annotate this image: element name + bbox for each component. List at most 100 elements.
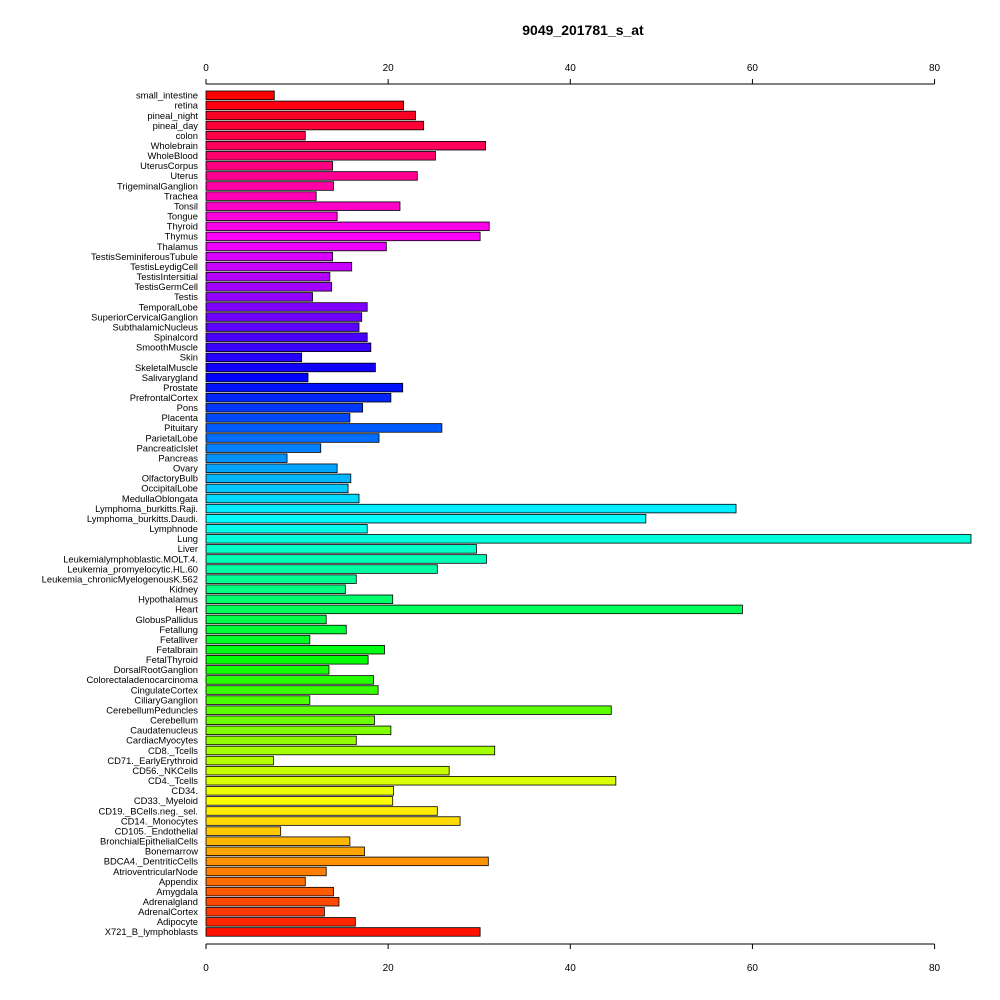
bar	[205, 866, 327, 877]
bar	[205, 745, 496, 756]
category-label: Thyroid	[167, 221, 198, 232]
bar	[205, 110, 416, 121]
tick-label: 40	[565, 63, 577, 74]
bar	[205, 675, 374, 685]
category-label: Caudatenucleus	[130, 725, 198, 736]
bar	[205, 473, 352, 484]
bar	[205, 282, 333, 292]
category-label: Tongue	[167, 211, 198, 222]
bar	[205, 524, 368, 534]
bar	[205, 312, 363, 322]
bar	[205, 897, 340, 907]
category-label: Pituitary	[164, 422, 198, 433]
tick-label: 0	[203, 963, 209, 974]
category-label: FetalThyroid	[146, 654, 198, 665]
bar	[205, 332, 368, 342]
category-label: pineal_day	[153, 120, 199, 131]
category-label: BronchialEpithelialCells	[100, 836, 198, 847]
category-label: colon	[176, 130, 198, 141]
bar	[205, 534, 972, 544]
bar	[205, 594, 394, 605]
bar	[205, 372, 309, 383]
bar	[205, 776, 617, 786]
bar	[205, 362, 376, 373]
category-label: Fetallung	[159, 624, 198, 635]
category-label: TestisLeydigCell	[130, 261, 198, 272]
bar	[205, 856, 489, 867]
tick-label: 60	[747, 63, 759, 74]
category-label: BDCA4._DentriticCells	[104, 856, 199, 867]
category-label: PancreaticIslet	[137, 442, 199, 453]
category-label: CD34.	[171, 785, 198, 796]
bar	[205, 917, 356, 927]
bar	[205, 604, 743, 615]
category-label: GlobusPallidus	[135, 614, 198, 625]
category-label: Tonsil	[174, 200, 198, 211]
bar	[205, 655, 369, 665]
category-label: Leukemialymphoblastic.MOLT.4.	[63, 553, 198, 564]
bar	[205, 272, 331, 282]
category-label: TestisSeminiferousTubule	[91, 251, 198, 262]
bar	[205, 755, 274, 766]
category-label: CerebellumPeduncles	[106, 704, 198, 715]
category-label: AtrioventricularNode	[113, 866, 198, 877]
category-label: CD4._Tcells	[148, 775, 198, 786]
bar	[205, 624, 347, 635]
bar	[205, 403, 364, 413]
bar	[205, 715, 375, 725]
category-label: Adrenalgland	[143, 896, 198, 907]
category-label: MedullaOblongata	[122, 493, 199, 504]
category-label: ParietalLobe	[145, 432, 198, 443]
category-label: Adipocyte	[157, 916, 198, 927]
tick-label: 60	[747, 963, 759, 974]
category-label: Pons	[177, 402, 199, 413]
category-label: Cerebellum	[150, 715, 198, 726]
bar	[205, 695, 311, 705]
bar	[205, 100, 405, 111]
bar	[205, 130, 306, 141]
category-label: SkeletalMuscle	[135, 362, 198, 373]
bar	[205, 322, 360, 332]
tick-label: 20	[383, 63, 395, 74]
tick-label: 20	[383, 963, 395, 974]
bar	[205, 251, 333, 262]
bar	[205, 161, 333, 171]
category-label: small_intestine	[136, 90, 198, 101]
bar	[205, 241, 387, 252]
category-label: Leukemia_promyelocytic.HL.60	[67, 563, 198, 574]
bar	[205, 685, 379, 695]
bar	[205, 876, 306, 887]
category-label: TemporalLobe	[139, 301, 198, 312]
category-label: Liver	[178, 543, 198, 554]
bar	[205, 554, 487, 564]
bar	[205, 584, 346, 594]
category-label: Hypothalamus	[138, 594, 198, 605]
category-label: X721_B_lymphoblasts	[105, 926, 199, 937]
bar	[205, 302, 368, 312]
bar	[205, 836, 351, 846]
category-label: Leukemia_chronicMyelogenousK.562	[42, 573, 198, 584]
bar	[205, 735, 357, 746]
category-label: Placenta	[162, 412, 199, 423]
bar	[205, 120, 425, 131]
bar	[205, 806, 438, 816]
bar	[205, 352, 303, 363]
bar	[205, 665, 330, 675]
tick-label: 80	[929, 63, 941, 74]
category-label: Thymus	[165, 231, 199, 242]
bar	[205, 392, 392, 403]
bar	[205, 433, 380, 443]
category-label: CD19._BCells.neg._sel.	[98, 805, 198, 816]
category-label: Pancreas	[158, 452, 198, 463]
category-label: TrigeminalGanglion	[117, 180, 198, 191]
category-label: Uterus	[170, 170, 198, 181]
category-label: Testis	[174, 291, 198, 302]
bar	[205, 292, 313, 302]
chart-title: 9049_201781_s_at	[522, 22, 644, 38]
category-label: Lymphoma_burkitts.Daudi.	[87, 513, 198, 524]
category-label: retina	[175, 100, 199, 111]
category-label: WholeBlood	[147, 150, 198, 161]
bar	[205, 413, 351, 423]
category-label: Skin	[180, 352, 198, 363]
category-label: TestisGermCell	[134, 281, 198, 292]
